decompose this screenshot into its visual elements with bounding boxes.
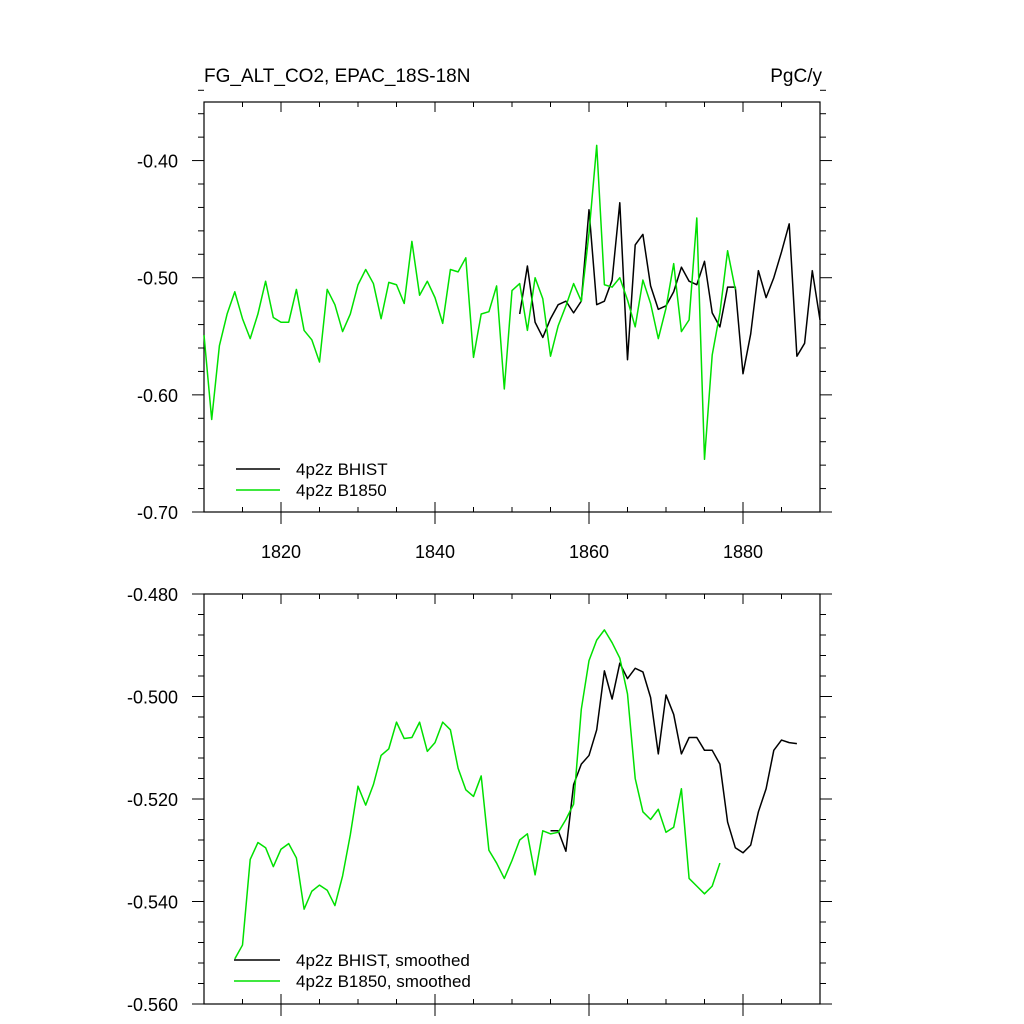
top-title-right: PgC/y [770, 66, 822, 87]
top-series-lines [203, 144, 821, 461]
top-axis-ticks [192, 89, 832, 524]
bottom-y-tick-label: -0.520 [127, 790, 178, 810]
bottom-panel: -0.480 -0.500 -0.520 -0.540 -0.560 4p2z … [127, 585, 832, 1016]
top-y-tick-label: -0.40 [137, 152, 178, 172]
top-y-tick-label: -0.50 [137, 269, 178, 289]
top-title-left: FG_ALT_CO2, EPAC_18S-18N [204, 66, 470, 87]
top-x-tick-label: 1860 [569, 542, 609, 562]
top-x-tick-label: 1840 [415, 542, 455, 562]
bottom-series-line-bhist [550, 662, 797, 854]
top-legend-label-bhist: 4p2z BHIST [296, 460, 388, 479]
top-series-line-b1850 [203, 144, 737, 461]
top-series-line-bhist [518, 201, 821, 375]
top-legend-label-b1850: 4p2z B1850 [296, 481, 387, 500]
top-x-tick-label: 1820 [261, 542, 301, 562]
bottom-y-tick-label: -0.540 [127, 893, 178, 913]
bottom-legend-label-bhist: 4p2z BHIST, smoothed [296, 951, 470, 970]
top-y-tick-label: -0.60 [137, 386, 178, 406]
bottom-series-line-b1850 [234, 629, 721, 960]
top-panel: FG_ALT_CO2, EPAC_18S-18N PgC/y 1820 1840… [137, 66, 832, 562]
bottom-y-tick-label: -0.560 [127, 995, 178, 1015]
top-y-tick-labels: -0.40 -0.50 -0.60 -0.70 [137, 152, 178, 523]
bottom-axis-ticks [192, 593, 832, 1016]
bottom-y-tick-label: -0.480 [127, 585, 178, 605]
top-y-tick-label: -0.70 [137, 503, 178, 523]
bottom-series-lines [234, 629, 797, 960]
bottom-plot-frame [203, 593, 821, 1005]
bottom-legend: 4p2z BHIST, smoothed 4p2z B1850, smoothe… [234, 951, 471, 991]
top-x-tick-labels: 1820 1840 1860 1880 [261, 542, 763, 562]
top-x-tick-label: 1880 [723, 542, 763, 562]
bottom-y-tick-labels: -0.480 -0.500 -0.520 -0.540 -0.560 [127, 585, 178, 1015]
bottom-legend-label-b1850: 4p2z B1850, smoothed [296, 972, 471, 991]
bottom-y-tick-label: -0.500 [127, 688, 178, 708]
top-plot-frame [203, 101, 821, 513]
top-legend: 4p2z BHIST 4p2z B1850 [236, 460, 388, 500]
